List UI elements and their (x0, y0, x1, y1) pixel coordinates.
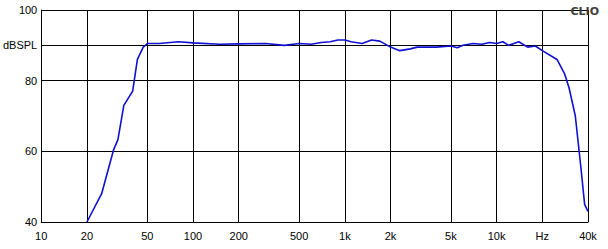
svg-text:2k: 2k (385, 230, 397, 242)
svg-text:60: 60 (25, 145, 37, 157)
svg-text:dBSPL: dBSPL (3, 39, 37, 51)
svg-text:40k: 40k (579, 230, 597, 242)
svg-text:20: 20 (81, 230, 93, 242)
svg-text:100: 100 (19, 4, 37, 16)
svg-text:10: 10 (35, 230, 47, 242)
svg-text:80: 80 (25, 75, 37, 87)
svg-text:100: 100 (184, 230, 202, 242)
svg-text:CLIO: CLIO (570, 5, 599, 18)
svg-text:200: 200 (230, 230, 248, 242)
svg-text:10k: 10k (488, 230, 506, 242)
svg-text:50: 50 (141, 230, 153, 242)
svg-text:1k: 1k (339, 230, 351, 242)
svg-text:5k: 5k (445, 230, 457, 242)
svg-text:Hz: Hz (536, 230, 549, 242)
svg-text:40: 40 (25, 216, 37, 228)
svg-text:500: 500 (290, 230, 308, 242)
